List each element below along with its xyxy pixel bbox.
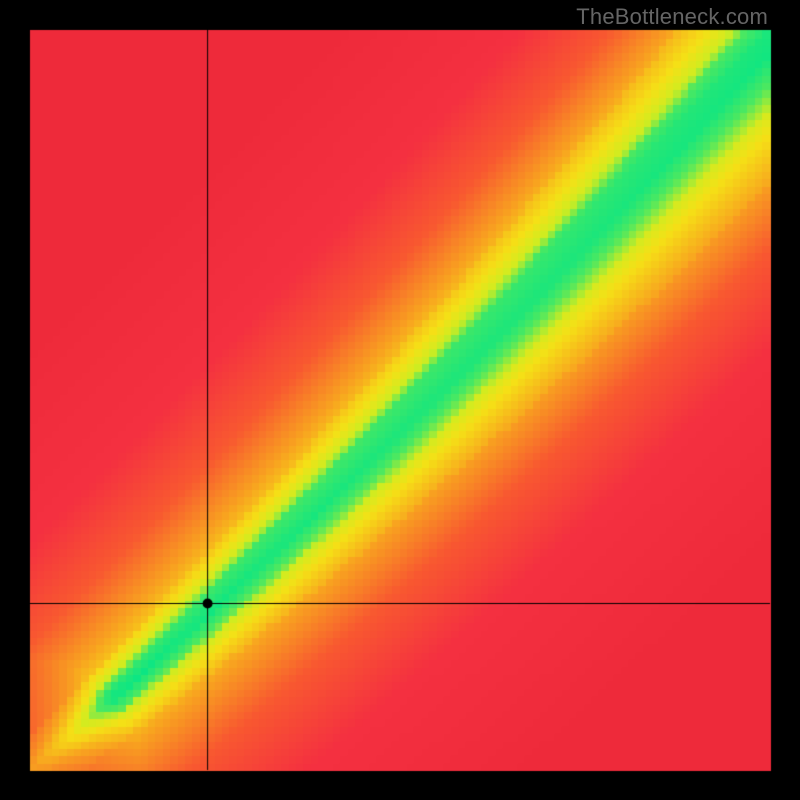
watermark-text: TheBottleneck.com xyxy=(576,4,768,30)
chart-container: TheBottleneck.com xyxy=(0,0,800,800)
bottleneck-heatmap xyxy=(0,0,800,800)
